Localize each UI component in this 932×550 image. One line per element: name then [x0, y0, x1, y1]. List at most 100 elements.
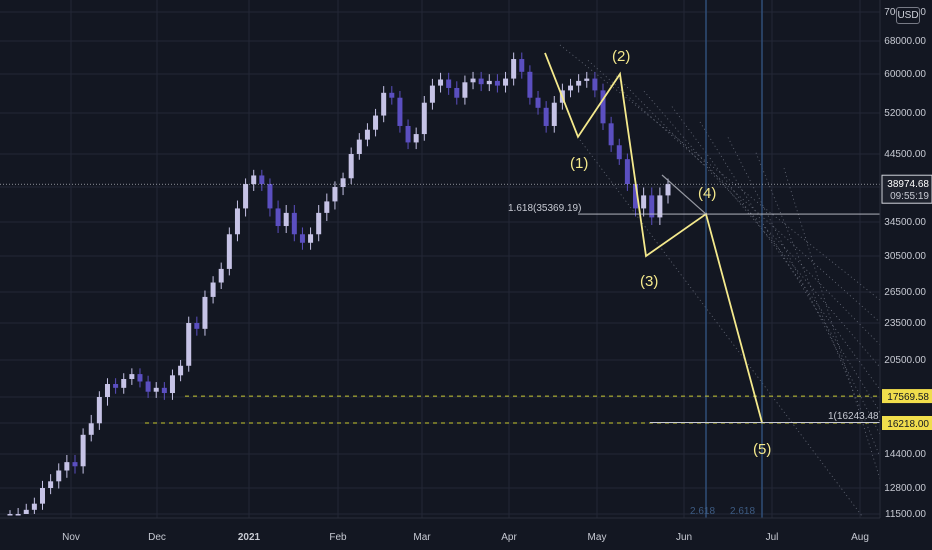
candle-body	[259, 175, 265, 185]
time-axis-bg	[0, 518, 880, 550]
x-tick-label: May	[588, 532, 607, 543]
candle-body	[145, 381, 151, 392]
candle-body	[210, 282, 216, 297]
fib-channel-line	[587, 60, 881, 323]
fib-time-label: 2.618	[730, 506, 755, 517]
candle-body	[592, 78, 598, 91]
candle-body	[576, 80, 582, 86]
x-tick-label: Dec	[148, 532, 166, 543]
candle-body	[584, 78, 590, 81]
x-tick-label: 2021	[238, 532, 261, 543]
candle-body	[234, 208, 240, 235]
current-price-tag	[881, 174, 932, 204]
candle-body	[332, 187, 338, 202]
x-tick-label: Jul	[766, 532, 779, 543]
x-tick-label: Mar	[413, 532, 431, 543]
candle-body	[624, 159, 630, 185]
countdown-label: 09:55:19	[890, 191, 929, 202]
candle-body	[381, 92, 387, 116]
y-tick-label: 60000.00	[884, 69, 926, 80]
fib-channel-line	[755, 152, 881, 457]
wave-label: (4)	[698, 185, 716, 202]
wave-label: (1)	[570, 155, 588, 172]
y-tick-label: 12800.00	[884, 483, 926, 494]
candle-body	[616, 145, 622, 160]
wave-path	[544, 52, 763, 423]
fib-channel-line	[579, 139, 881, 541]
candle-body	[356, 139, 362, 154]
candle-body	[23, 509, 29, 514]
candle-body	[283, 212, 289, 227]
x-tick-label: Aug	[851, 532, 869, 543]
candle-body	[324, 201, 330, 213]
candle-body	[226, 234, 232, 269]
candle-body	[7, 514, 13, 516]
candle-body	[15, 514, 21, 516]
candle-body	[478, 78, 484, 85]
candle-body	[405, 125, 411, 143]
candle-body	[364, 129, 370, 140]
candle-body	[104, 384, 110, 397]
fib-channel-line	[783, 168, 881, 480]
candle-body	[275, 208, 281, 227]
candle-body	[503, 78, 509, 86]
fib-channel-line	[727, 137, 881, 435]
chart-grid	[0, 0, 880, 518]
candle-body	[519, 59, 525, 72]
candle-body	[551, 102, 557, 126]
candle-body	[462, 82, 468, 98]
candle-body	[31, 503, 37, 510]
candlestick-series	[7, 52, 671, 516]
price-axis[interactable]: 70000.0068000.0060000.0052000.0044500.00…	[879, 0, 932, 550]
candle-body	[251, 175, 257, 185]
candle-body	[64, 462, 70, 471]
candle-body	[186, 323, 192, 366]
currency-badge[interactable]: USD	[896, 7, 920, 24]
candle-body	[454, 87, 460, 98]
candle-body	[340, 178, 346, 187]
candle-body	[121, 379, 127, 388]
candle-body	[413, 134, 419, 143]
candle-body	[657, 195, 663, 218]
price-tag	[882, 416, 932, 430]
candle-body	[153, 387, 159, 392]
candle-body	[373, 115, 379, 130]
candle-body	[527, 71, 533, 98]
y-tick-label: 20500.00	[884, 355, 926, 366]
triangle-line	[661, 174, 707, 215]
fib-ext-label: 1(16243.48)	[828, 411, 882, 422]
candle-body	[470, 78, 476, 83]
candle-body	[218, 268, 224, 283]
candle-body	[88, 423, 94, 435]
candle-body	[543, 107, 549, 126]
y-tick-label: 34500.00	[884, 217, 926, 228]
candle-body	[649, 195, 655, 218]
candle-body	[194, 323, 200, 329]
candle-body	[429, 85, 435, 103]
time-axis[interactable]: Nov Dec 2021 Feb Mar Apr May Jun Jul Aug	[0, 517, 880, 550]
y-tick-label: 23500.00	[884, 318, 926, 329]
candle-body	[80, 434, 86, 467]
candle-body	[446, 79, 452, 88]
candle-body	[600, 90, 606, 124]
y-tick-label: 44500.00	[884, 149, 926, 160]
x-tick-label: Apr	[501, 532, 517, 543]
fib-ext-label: 1.618(35369.19)	[508, 203, 581, 214]
current-price-value: 38974.68	[887, 179, 929, 190]
candle-body	[243, 184, 249, 209]
elliott-wave-drawing[interactable]: (1) (2) (3) (4) (5) 1.618(35369.19) 1(16243.48…	[508, 48, 882, 458]
wave-label: (5)	[753, 441, 771, 458]
x-tick-label: Jun	[676, 532, 692, 543]
fib-channel-line	[671, 106, 881, 390]
fib-channel-lines	[559, 44, 881, 541]
y-tick-label: 30500.00	[884, 251, 926, 262]
fib-channel-line	[643, 90, 881, 368]
candle-body	[535, 97, 541, 108]
candle-body	[608, 123, 614, 146]
candle-body	[48, 481, 54, 488]
candle-body	[641, 195, 647, 209]
candle-body	[494, 80, 500, 86]
price-tag	[882, 389, 932, 404]
candle-body	[633, 184, 639, 209]
